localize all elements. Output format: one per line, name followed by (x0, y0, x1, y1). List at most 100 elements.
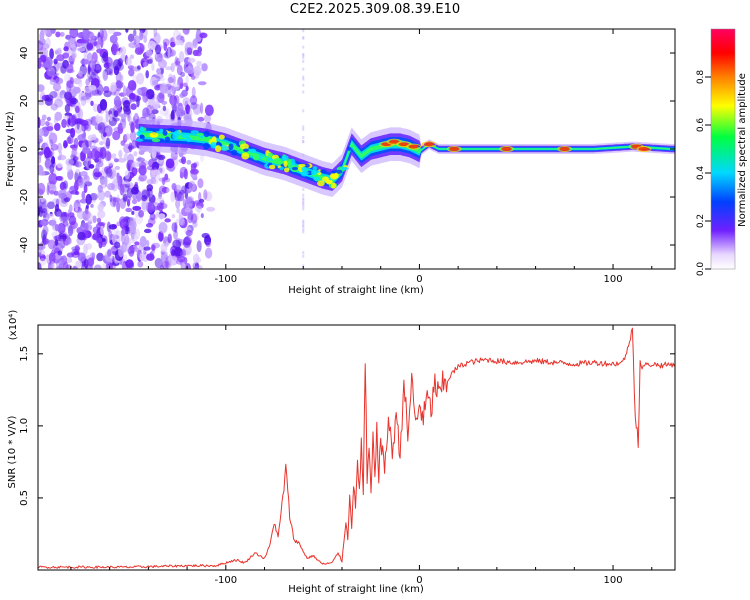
ridge-blob (218, 134, 225, 140)
noise-speckle (77, 231, 86, 241)
noise-speckle (119, 216, 127, 226)
noise-speckle (113, 158, 119, 163)
noise-speckle (97, 203, 104, 212)
ridge-blob (139, 126, 145, 132)
noise-speckle (175, 218, 180, 224)
ridge-hotspot (639, 147, 650, 151)
noise-speckle (135, 123, 139, 129)
ridge-blob (196, 132, 205, 136)
noise-speckle (155, 57, 164, 62)
noise-speckle (186, 47, 193, 55)
noise-speckle (78, 80, 83, 88)
noise-speckle (45, 120, 50, 127)
noise-speckle (60, 235, 68, 240)
noise-speckle (187, 57, 196, 63)
spectrogram-noise-field (38, 29, 305, 269)
noise-speckle (56, 162, 63, 168)
noise-speckle (52, 198, 62, 204)
noise-speckle (77, 47, 86, 52)
noise-speckle (55, 266, 63, 269)
noise-speckle (106, 151, 112, 161)
noise-speckle (172, 239, 182, 249)
noise-speckle (115, 79, 122, 92)
noise-speckle (179, 82, 184, 90)
noise-speckle (190, 213, 198, 224)
noise-speckle (104, 190, 111, 198)
ridge-blob (202, 135, 211, 141)
noise-speckle (46, 116, 51, 122)
noise-speckle (47, 201, 55, 210)
noise-speckle (39, 30, 45, 42)
noise-speckle (203, 189, 208, 201)
noise-speckle (100, 36, 104, 49)
noise-streak (302, 207, 305, 211)
noise-speckle (125, 29, 129, 33)
ridge-hotspot-ring (421, 141, 437, 148)
noise-speckle (53, 190, 60, 196)
noise-speckle (179, 218, 186, 226)
noise-speckle (137, 261, 144, 268)
noise-speckle (80, 58, 89, 65)
noise-speckle (192, 220, 198, 228)
noise-speckle (83, 210, 92, 219)
noise-speckle (49, 139, 54, 147)
noise-streak (302, 251, 305, 255)
noise-streak (302, 127, 305, 131)
noise-speckle (142, 61, 147, 68)
noise-speckle (132, 161, 139, 168)
noise-speckle (171, 222, 178, 232)
ridge-blob (215, 145, 222, 153)
noise-speckle (61, 118, 67, 129)
noise-speckle (45, 56, 53, 69)
noise-speckle (38, 135, 42, 142)
noise-speckle (141, 200, 148, 212)
noise-speckle (113, 241, 121, 249)
noise-speckle (125, 133, 131, 141)
noise-speckle (107, 249, 112, 257)
noise-speckle (147, 201, 154, 211)
noise-speckle (122, 193, 128, 202)
noise-speckle (154, 205, 162, 211)
noise-speckle (120, 54, 127, 62)
noise-speckle (109, 34, 118, 44)
noise-speckle (184, 41, 194, 53)
noise-speckle (170, 191, 176, 203)
noise-speckle (147, 58, 153, 65)
noise-speckle (139, 30, 144, 41)
noise-speckle (137, 87, 146, 95)
noise-speckle (50, 261, 55, 269)
noise-speckle (103, 90, 112, 98)
noise-speckle (112, 117, 120, 122)
noise-speckle (63, 140, 68, 149)
ridge-blob (312, 166, 318, 171)
noise-speckle (206, 206, 216, 212)
noise-speckle (205, 241, 211, 248)
spectrogram-xtick-label: 0 (416, 274, 422, 285)
noise-speckle (49, 48, 54, 60)
noise-speckle (185, 229, 193, 237)
noise-speckle (54, 122, 61, 131)
noise-streak (302, 264, 305, 268)
noise-speckle (170, 62, 175, 72)
noise-speckle (97, 190, 106, 201)
noise-speckle (66, 136, 72, 144)
noise-speckle (127, 79, 137, 91)
noise-speckle (111, 255, 115, 264)
noise-speckle (129, 92, 136, 100)
noise-speckle (159, 107, 169, 117)
noise-speckle (66, 64, 74, 73)
noise-speckle (182, 198, 187, 208)
noise-speckle (134, 228, 141, 240)
noise-speckle (95, 115, 100, 123)
noise-speckle (118, 149, 123, 159)
noise-speckle (80, 170, 88, 177)
noise-speckle (39, 118, 46, 127)
noise-speckle (43, 238, 49, 245)
noise-speckle (166, 80, 175, 87)
noise-speckle (59, 31, 65, 37)
noise-speckle (53, 116, 59, 125)
ridge-blob (331, 170, 337, 174)
noise-speckle (57, 250, 63, 256)
ridge-blob (181, 134, 190, 139)
noise-speckle (186, 159, 192, 165)
